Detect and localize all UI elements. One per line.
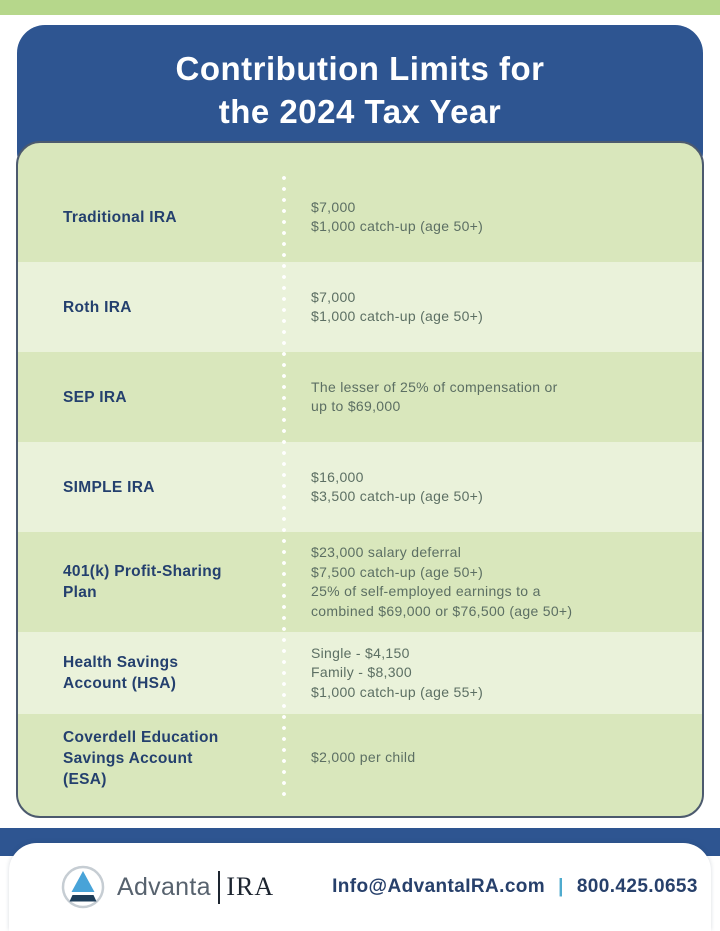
table-row: SIMPLE IRA $16,000 $3,500 catch-up (age … bbox=[18, 442, 702, 532]
plan-name-simple-ira: SIMPLE IRA bbox=[63, 478, 155, 496]
table-row: SEP IRA The lesser of 25% of compensatio… bbox=[18, 352, 702, 442]
table-row: Traditional IRA $7,000 $1,000 catch-up (… bbox=[18, 172, 702, 262]
plan-limit-sep-ira: The lesser of 25% of compensation or up … bbox=[311, 378, 558, 415]
plan-limit-hsa: Single - $4,150 Family - $8,300 $1,000 c… bbox=[311, 644, 484, 700]
plan-name-coverdell-esa: Coverdell Education Savings Account (ESA… bbox=[63, 728, 219, 788]
table-row: 401(k) Profit-Sharing Plan $23,000 salar… bbox=[18, 532, 702, 632]
dotted-column-divider bbox=[282, 175, 286, 800]
brand-name-text: Advanta bbox=[117, 872, 211, 901]
advanta-ira-logo: Advanta IRA bbox=[61, 865, 274, 909]
top-accent-strip bbox=[0, 0, 720, 15]
plan-name-roth-ira: Roth IRA bbox=[63, 298, 132, 316]
page-title: Contribution Limits for the 2024 Tax Yea… bbox=[175, 50, 545, 130]
plan-limit-401k: $23,000 salary deferral $7,500 catch-up … bbox=[311, 544, 573, 619]
contact-phone: 800.425.0653 bbox=[576, 876, 698, 897]
plan-name-traditional-ira: Traditional IRA bbox=[63, 208, 177, 226]
brand-suffix-text: IRA bbox=[226, 872, 275, 901]
contact-email: Info@AdvantaIRA.com bbox=[332, 876, 546, 897]
table-row: Health Savings Account (HSA) Single - $4… bbox=[18, 632, 702, 714]
plan-limit-simple-ira: $16,000 $3,500 catch-up (age 50+) bbox=[311, 468, 484, 505]
plan-limit-traditional-ira: $7,000 $1,000 catch-up (age 50+) bbox=[311, 198, 484, 235]
contact-separator: | bbox=[558, 876, 564, 897]
advanta-logo-icon bbox=[61, 865, 105, 909]
plan-limit-coverdell-esa: $2,000 per child bbox=[311, 749, 416, 766]
footer: Advanta IRA Info@AdvantaIRA.com | 800.42… bbox=[9, 843, 711, 931]
contact-info: Info@AdvantaIRA.com | 800.425.0653 bbox=[332, 876, 698, 898]
table-row: Coverdell Education Savings Account (ESA… bbox=[18, 714, 702, 802]
brand-divider-bar bbox=[217, 870, 221, 904]
contribution-limits-table: Traditional IRA $7,000 $1,000 catch-up (… bbox=[16, 141, 704, 818]
plan-name-hsa: Health Savings Account (HSA) bbox=[63, 654, 179, 692]
plan-limit-roth-ira: $7,000 $1,000 catch-up (age 50+) bbox=[311, 288, 484, 325]
plan-name-401k: 401(k) Profit-Sharing Plan bbox=[63, 563, 222, 601]
plan-name-sep-ira: SEP IRA bbox=[63, 388, 127, 406]
table-row: Roth IRA $7,000 $1,000 catch-up (age 50+… bbox=[18, 262, 702, 352]
